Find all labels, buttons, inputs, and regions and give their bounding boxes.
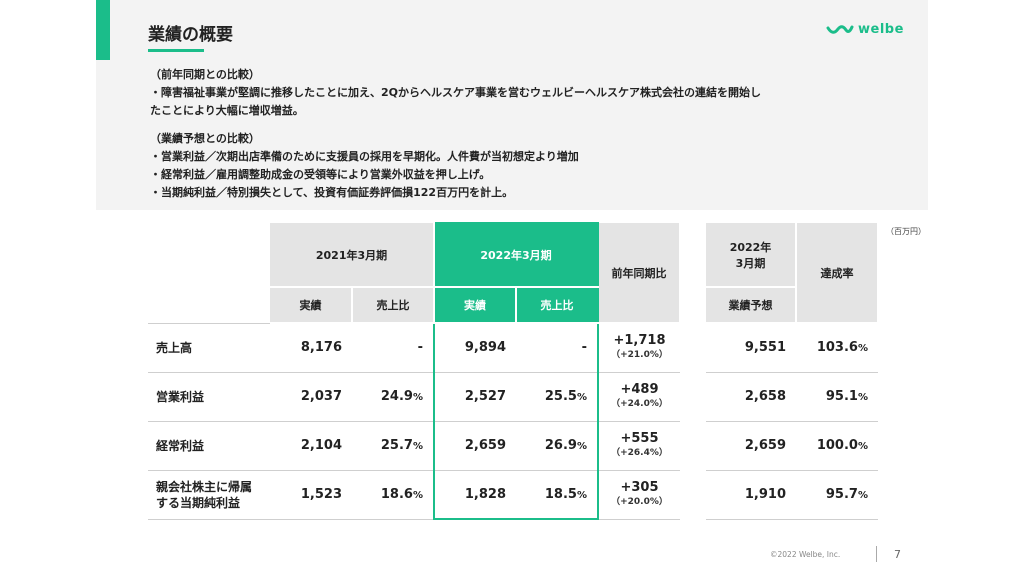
row-label: 売上高 [148, 323, 270, 373]
yoy-percent: （+21.0%） [611, 349, 668, 360]
actual-2022: 9,894 [433, 323, 516, 373]
unit-label: （百万円） [886, 227, 926, 236]
yoy-value: +489 [620, 381, 659, 397]
achievement-value: 100.0 [816, 438, 858, 453]
yoy-value: +305 [620, 479, 659, 495]
header-ratio-2022: 売上比 [516, 287, 599, 324]
yoy-value: +1,718 [613, 332, 666, 348]
percent-sign: % [857, 392, 868, 403]
actual-2022: 2,659 [433, 421, 516, 471]
header-forecast-year: 2022年 3月期 [706, 223, 797, 288]
header-achievement: 達成率 [796, 223, 879, 324]
ratio-2022-cell: 25.5% [516, 372, 599, 422]
ratio-2022-cell: 26.9% [516, 421, 599, 471]
summary-band [96, 0, 928, 210]
row-label-line2: する当期純利益 [156, 495, 241, 510]
row-label: 親会社株主に帰属 する当期純利益 [148, 470, 270, 520]
yoy-cell: +305 （+20.0%） [598, 470, 680, 520]
forecast-value: 2,659 [706, 421, 796, 471]
ratio-2022: 25.5 [544, 389, 577, 404]
header-actual-2021: 実績 [270, 287, 353, 324]
page-title: 業績の概要 [148, 25, 233, 45]
yoy-percent: （+20.0%） [611, 496, 668, 507]
table-row: 営業利益 2,037 24.9% 2,527 25.5% +489 （+24.0%… [148, 372, 878, 422]
table-row: 経常利益 2,104 25.7% 2,659 26.9% +555 （+26.4%… [148, 421, 878, 471]
header-fy2022: 2022年3月期 [433, 222, 599, 288]
percent-sign: % [412, 490, 423, 501]
welbe-logo: welbe [826, 22, 904, 37]
achievement-value: 103.6 [816, 340, 858, 356]
actual-2021: 1,523 [270, 470, 352, 520]
yoy-percent: （+24.0%） [611, 398, 668, 409]
forecast-line: ・営業利益／次期出店準備のために支援員の採用を早期化。人件費が当初想定より増加 [150, 150, 579, 163]
yoy-value: +555 [620, 430, 659, 446]
title-underline [148, 49, 204, 52]
ratio-2021-cell: 18.6% [352, 470, 434, 520]
ratio-2021: 24.9 [380, 389, 413, 404]
yoy-cell: +555 （+26.4%） [598, 421, 680, 471]
header-actual-2022: 実績 [433, 287, 517, 324]
ratio-2022-cell: 18.5% [516, 470, 599, 520]
achievement-cell: 100.0% [796, 421, 878, 471]
header-fy2021: 2021年3月期 [270, 223, 435, 288]
ratio-2022: 26.9 [544, 438, 577, 453]
achievement-cell: 103.6% [796, 323, 878, 373]
achievement-cell: 95.1% [796, 372, 878, 422]
percent-sign: % [857, 343, 868, 355]
copyright: ©2022 Welbe, Inc. [770, 550, 841, 559]
percent-sign: % [412, 392, 423, 403]
accent-bar [96, 0, 110, 60]
actual-2022: 2,527 [433, 372, 516, 422]
ratio-2022: - [516, 323, 599, 373]
header-forecast: 業績予想 [706, 287, 797, 324]
forecast-value: 1,910 [706, 470, 796, 520]
forecast-line: ・当期純利益／特別損失として、投資有価証券評価損122百万円を計上。 [150, 186, 514, 199]
percent-sign: % [576, 489, 587, 501]
results-table: 2021年3月期 2022年3月期 前年同期比 2022年 3月期 達成率 実績… [148, 222, 879, 520]
ratio-2021: - [352, 323, 434, 373]
percent-sign: % [857, 441, 868, 452]
percent-sign: % [576, 392, 587, 403]
row-label: 経常利益 [148, 421, 270, 471]
ratio-2021: 18.6 [380, 487, 413, 502]
table-row: 売上高 8,176 - 9,894 - +1,718 （+21.0%） 9,551… [148, 323, 878, 373]
table-row: 親会社株主に帰属 する当期純利益 1,523 18.6% 1,828 18.5% … [148, 470, 878, 520]
ratio-2022: 18.5 [544, 486, 577, 502]
ratio-2021-cell: 25.7% [352, 421, 434, 471]
footer-divider [876, 546, 877, 562]
ratio-2021-cell: 24.9% [352, 372, 434, 422]
header-yoy: 前年同期比 [598, 223, 681, 324]
achievement-cell: 95.7% [796, 470, 878, 520]
actual-2022: 1,828 [433, 470, 516, 520]
actual-2021: 2,037 [270, 372, 352, 422]
actual-2021: 8,176 [270, 323, 352, 373]
yoy-percent: （+26.4%） [611, 447, 668, 458]
percent-sign: % [576, 441, 587, 452]
page-number: 7 [894, 548, 901, 561]
percent-sign: % [857, 490, 868, 501]
forecast-heading: （業績予想との比較） [150, 132, 260, 145]
yoy-heading: （前年同期との比較） [150, 68, 260, 81]
summary-notes: （前年同期との比較） ・障害福祉事業が堅調に推移したことに加え、2Qからヘルスケ… [150, 66, 880, 202]
row-label-line1: 親会社株主に帰属 [156, 479, 253, 494]
actual-2021: 2,104 [270, 421, 352, 471]
forecast-year-line1: 2022年 [729, 240, 772, 254]
forecast-value: 9,551 [706, 323, 796, 373]
yoy-cell: +1,718 （+21.0%） [598, 323, 680, 373]
logo-text: welbe [858, 22, 904, 37]
forecast-line: ・経常利益／雇用調整助成金の受領等により営業外収益を押し上げ。 [150, 168, 491, 181]
welbe-logo-icon [826, 24, 854, 34]
yoy-line: ・障害福祉事業が堅調に推移したことに加え、2Qからヘルスケア事業を営むウェルビー… [150, 86, 762, 99]
ratio-2021: 25.7 [380, 438, 413, 453]
yoy-cell: +489 （+24.0%） [598, 372, 680, 422]
forecast-year-line2: 3月期 [735, 256, 766, 270]
yoy-line: たことにより大幅に増収増益。 [150, 104, 304, 117]
percent-sign: % [412, 441, 423, 452]
forecast-value: 2,658 [706, 372, 796, 422]
header-ratio-2021: 売上比 [352, 287, 435, 324]
achievement-value: 95.1 [825, 389, 858, 404]
achievement-value: 95.7 [825, 487, 858, 502]
row-label: 営業利益 [148, 372, 270, 422]
